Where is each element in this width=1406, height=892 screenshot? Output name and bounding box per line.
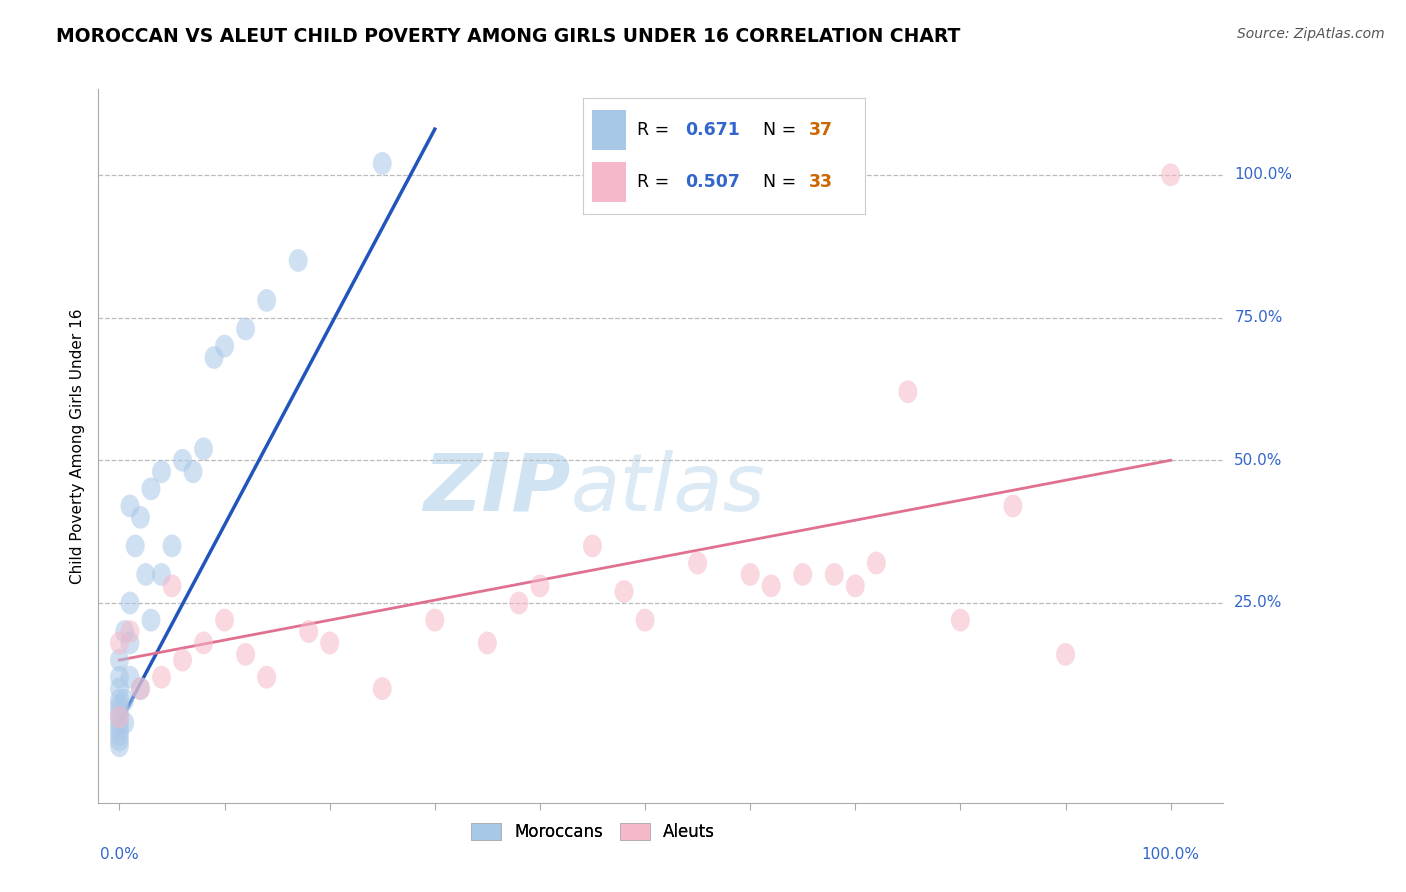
Ellipse shape — [173, 449, 193, 472]
Ellipse shape — [152, 563, 172, 586]
Ellipse shape — [110, 665, 129, 689]
Ellipse shape — [121, 632, 139, 655]
Ellipse shape — [636, 608, 655, 632]
Ellipse shape — [163, 534, 181, 558]
FancyBboxPatch shape — [592, 110, 626, 150]
Text: MOROCCAN VS ALEUT CHILD POVERTY AMONG GIRLS UNDER 16 CORRELATION CHART: MOROCCAN VS ALEUT CHILD POVERTY AMONG GI… — [56, 27, 960, 45]
Ellipse shape — [136, 563, 155, 586]
Ellipse shape — [846, 574, 865, 598]
Ellipse shape — [163, 574, 181, 598]
Ellipse shape — [825, 563, 844, 586]
Ellipse shape — [215, 334, 233, 358]
Ellipse shape — [288, 249, 308, 272]
Ellipse shape — [173, 648, 193, 672]
Ellipse shape — [205, 346, 224, 369]
Ellipse shape — [110, 632, 129, 655]
Text: N =: N = — [763, 173, 803, 191]
Ellipse shape — [115, 689, 134, 712]
Text: R =: R = — [637, 121, 675, 139]
Ellipse shape — [299, 620, 318, 643]
Ellipse shape — [257, 665, 276, 689]
Ellipse shape — [215, 608, 233, 632]
Text: 100.0%: 100.0% — [1142, 847, 1199, 863]
Ellipse shape — [762, 574, 780, 598]
Text: 25.0%: 25.0% — [1234, 596, 1282, 610]
Ellipse shape — [110, 717, 129, 740]
FancyBboxPatch shape — [592, 162, 626, 202]
Ellipse shape — [110, 706, 129, 729]
Ellipse shape — [426, 608, 444, 632]
Text: 33: 33 — [808, 173, 832, 191]
Ellipse shape — [184, 460, 202, 483]
Ellipse shape — [194, 437, 212, 460]
Text: R =: R = — [637, 173, 675, 191]
Ellipse shape — [131, 677, 150, 700]
Ellipse shape — [110, 648, 129, 672]
Ellipse shape — [110, 712, 129, 734]
Ellipse shape — [142, 477, 160, 500]
Ellipse shape — [110, 723, 129, 746]
Ellipse shape — [741, 563, 759, 586]
Y-axis label: Child Poverty Among Girls Under 16: Child Poverty Among Girls Under 16 — [69, 309, 84, 583]
Text: 0.507: 0.507 — [685, 173, 740, 191]
Text: 50.0%: 50.0% — [1234, 453, 1282, 467]
Ellipse shape — [868, 551, 886, 574]
Ellipse shape — [131, 677, 150, 700]
Text: 0.671: 0.671 — [685, 121, 740, 139]
Text: atlas: atlas — [571, 450, 766, 528]
Ellipse shape — [478, 632, 496, 655]
Ellipse shape — [236, 643, 254, 665]
Ellipse shape — [950, 608, 970, 632]
Ellipse shape — [142, 608, 160, 632]
Ellipse shape — [115, 712, 134, 734]
Ellipse shape — [614, 580, 634, 603]
Ellipse shape — [257, 289, 276, 312]
Ellipse shape — [152, 460, 172, 483]
Text: 37: 37 — [808, 121, 832, 139]
Ellipse shape — [530, 574, 550, 598]
Ellipse shape — [115, 620, 134, 643]
Ellipse shape — [1004, 494, 1022, 517]
Ellipse shape — [688, 551, 707, 574]
Text: ZIP: ZIP — [423, 450, 571, 528]
Ellipse shape — [121, 620, 139, 643]
Ellipse shape — [125, 534, 145, 558]
Legend: Moroccans, Aleuts: Moroccans, Aleuts — [464, 816, 723, 848]
Text: Source: ZipAtlas.com: Source: ZipAtlas.com — [1237, 27, 1385, 41]
Ellipse shape — [793, 563, 813, 586]
Ellipse shape — [110, 677, 129, 700]
Ellipse shape — [131, 506, 150, 529]
Ellipse shape — [236, 318, 254, 341]
Ellipse shape — [152, 665, 172, 689]
Ellipse shape — [373, 677, 392, 700]
Ellipse shape — [373, 152, 392, 175]
Ellipse shape — [1161, 163, 1180, 186]
Text: 75.0%: 75.0% — [1234, 310, 1282, 325]
Ellipse shape — [121, 591, 139, 615]
Ellipse shape — [121, 665, 139, 689]
Ellipse shape — [509, 591, 529, 615]
Text: 100.0%: 100.0% — [1234, 168, 1292, 182]
Ellipse shape — [110, 700, 129, 723]
Ellipse shape — [110, 729, 129, 751]
Ellipse shape — [110, 689, 129, 712]
Ellipse shape — [110, 734, 129, 757]
Text: 0.0%: 0.0% — [100, 847, 139, 863]
Ellipse shape — [583, 534, 602, 558]
Ellipse shape — [110, 706, 129, 729]
Text: N =: N = — [763, 121, 803, 139]
Ellipse shape — [1056, 643, 1076, 665]
Ellipse shape — [194, 632, 212, 655]
Ellipse shape — [110, 694, 129, 717]
Ellipse shape — [898, 380, 917, 403]
Ellipse shape — [121, 494, 139, 517]
Ellipse shape — [321, 632, 339, 655]
